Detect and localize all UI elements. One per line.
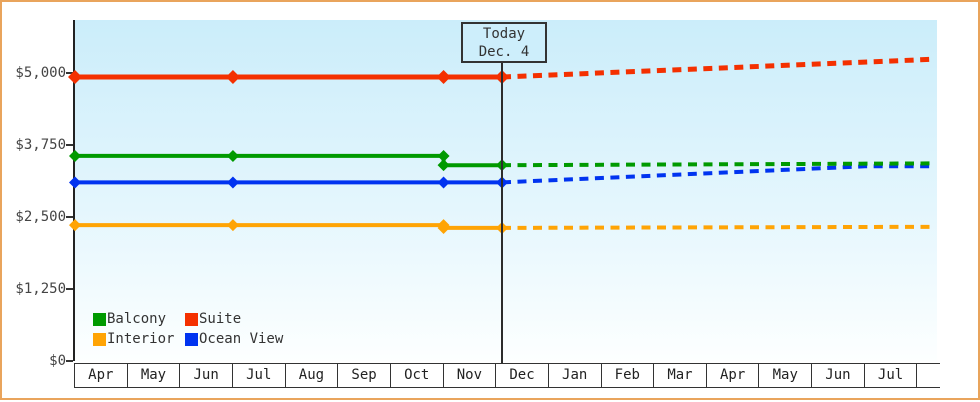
y-axis-tick: [66, 288, 73, 290]
month-cell: Apr: [705, 364, 759, 387]
y-axis-label: $5,000: [15, 65, 66, 81]
legend-label: Ocean View: [199, 331, 284, 347]
month-cell: Mar: [653, 364, 706, 387]
month-cell: Aug: [284, 364, 338, 387]
y-axis-label: $0: [49, 353, 66, 369]
month-cell: Oct: [389, 364, 443, 387]
month-cell: May: [758, 364, 811, 387]
month-cell: Apr: [74, 364, 127, 387]
month-cell: Jul: [863, 364, 917, 387]
y-axis-label: $1,250: [15, 281, 66, 297]
legend-label: Balcony: [107, 311, 167, 327]
today-label-line2: Dec. 4: [478, 44, 530, 60]
month-cell: Jul: [231, 364, 285, 387]
month-cell: Jan: [547, 364, 601, 387]
y-axis-label: $3,750: [15, 137, 66, 153]
legend-label: Suite: [199, 311, 242, 327]
month-cell: Feb: [600, 364, 654, 387]
y-axis-tick: [66, 216, 73, 218]
legend-swatch-icon: [185, 332, 198, 346]
month-cell: Nov: [442, 364, 496, 387]
x-axis-month-strip: Apr May Jun Jul Aug Sep Oct Nov Dec Jan Feb Mar Apr M…: [74, 363, 940, 388]
today-label-box: Today Dec. 4: [460, 22, 547, 63]
y-axis-tick: [66, 144, 73, 146]
legend-item-ocean-view: Ocean View: [185, 329, 283, 349]
legend-item-suite: Suite: [185, 309, 283, 329]
y-axis-tick: [66, 360, 73, 362]
month-cell: Jun: [179, 364, 232, 387]
legend-item-interior: Interior: [93, 329, 185, 349]
month-cell-empty: [916, 364, 940, 387]
legend-label: Interior: [107, 331, 175, 347]
today-label-line1: Today: [482, 26, 526, 42]
chart-legend: Balcony Suite Interior Ocean View: [93, 309, 283, 349]
legend-item-balcony: Balcony: [93, 309, 185, 329]
legend-swatch-icon: [93, 312, 106, 326]
y-axis-label: $2,500: [15, 209, 66, 225]
month-cell: Sep: [337, 364, 390, 387]
legend-swatch-icon: [93, 332, 106, 346]
y-axis-tick: [66, 72, 73, 74]
today-marker-line: [501, 60, 503, 363]
legend-swatch-icon: [185, 312, 198, 326]
month-cell: Jun: [811, 364, 864, 387]
month-cell: Dec: [495, 364, 548, 387]
month-cell: May: [126, 364, 180, 387]
